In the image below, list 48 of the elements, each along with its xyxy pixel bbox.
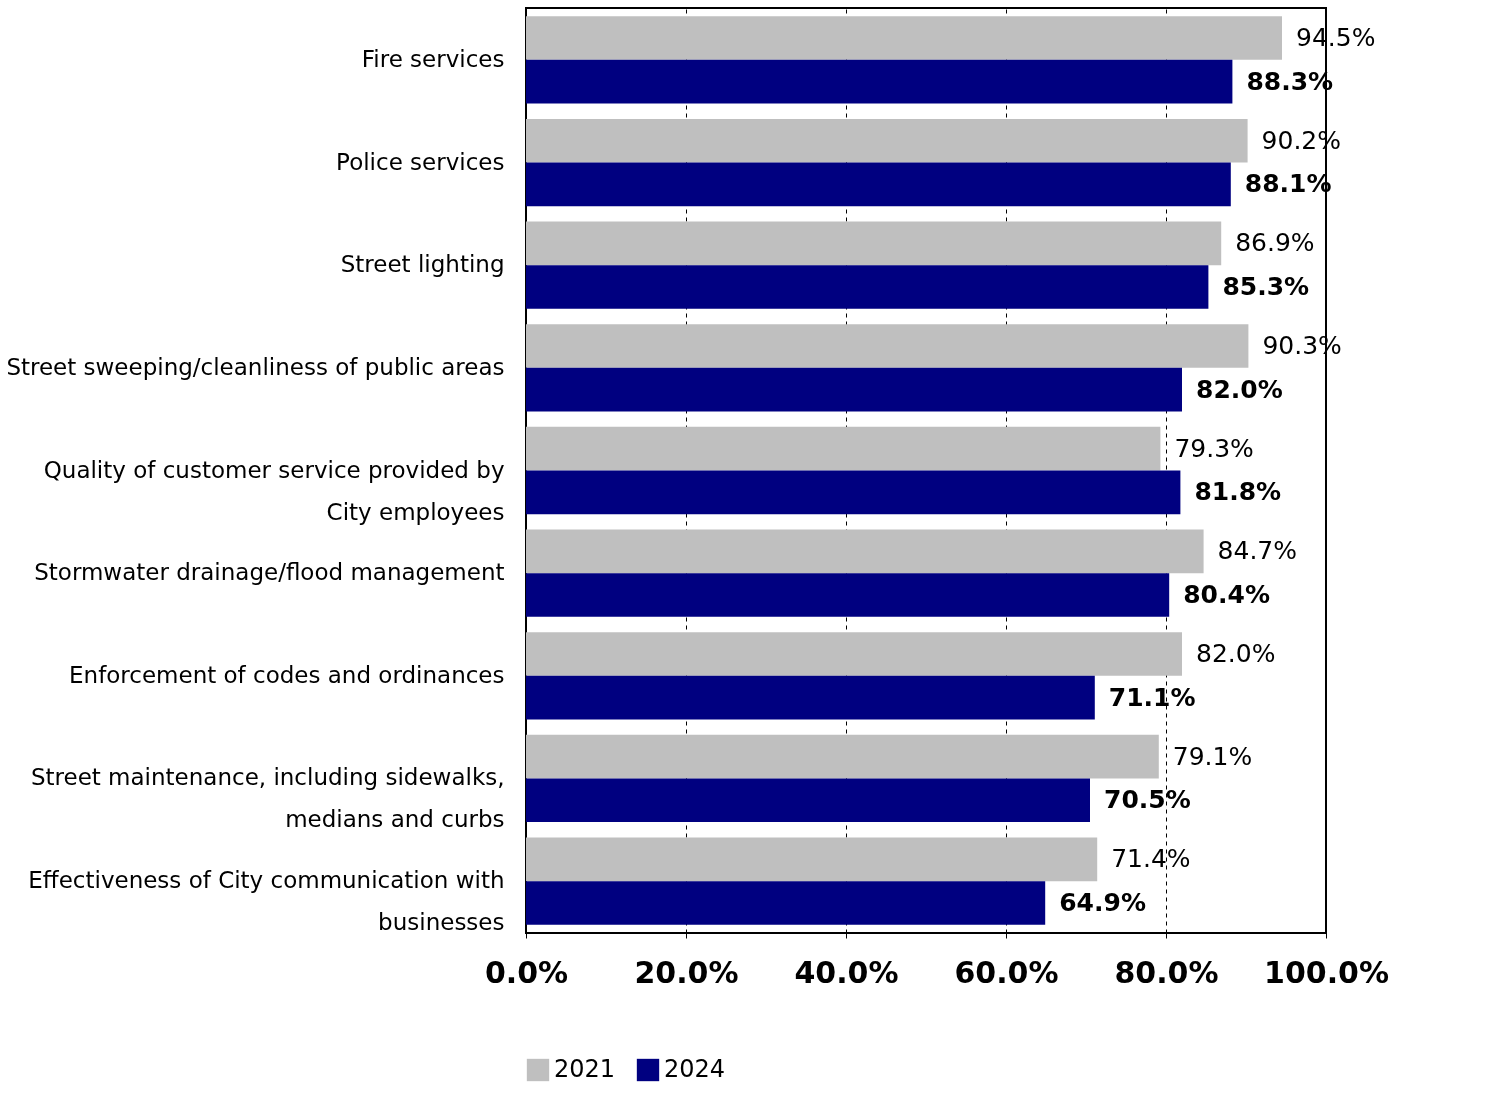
bar — [526, 837, 1098, 882]
text: 71.4% — [1111, 844, 1191, 874]
text: 79.3% — [1174, 433, 1254, 463]
bar — [526, 778, 1090, 823]
y-tick-label: Street sweeping/cleanliness of public areas — [6, 353, 505, 380]
text: 82.0% — [1196, 639, 1276, 669]
x-tick-label: 20.0% — [634, 954, 739, 990]
bar — [526, 470, 1181, 515]
bar — [526, 367, 1182, 412]
x-tick-label: 60.0% — [954, 954, 1059, 990]
bar — [526, 162, 1231, 207]
bar — [526, 675, 1095, 720]
y-tick-label: Street lighting — [340, 251, 505, 278]
bar — [526, 324, 1249, 368]
y-tick-label: Enforcement of codes and ordinances — [69, 661, 505, 688]
y-tick-label: Police services — [336, 148, 505, 175]
y-tick-label: Street maintenance, including sidewalks, medians and curbs — [30, 764, 505, 833]
bar — [526, 573, 1170, 617]
x-tick-label: 100.0% — [1264, 954, 1389, 990]
legend-label: 2021 — [554, 1055, 616, 1083]
text: 71.1% — [1108, 682, 1196, 712]
y-tick-label: Stormwater drainage/flood management — [34, 559, 505, 586]
bar — [526, 118, 1248, 163]
text: 64.9% — [1059, 887, 1146, 917]
bar — [526, 221, 1222, 266]
bar — [526, 426, 1161, 471]
bar — [526, 265, 1209, 309]
y-tick-label: Effectiveness of City communication with businesses — [28, 867, 505, 936]
text: 86.9% — [1235, 228, 1315, 258]
text: 85.3% — [1222, 271, 1310, 301]
bar — [526, 734, 1159, 779]
bar — [526, 632, 1182, 676]
x-tick-label: 40.0% — [794, 954, 899, 990]
y-tick-label: Fire services — [361, 45, 505, 72]
text: 80.4% — [1183, 579, 1270, 609]
y-tick-label: Quality of customer service provided by City employees — [43, 456, 505, 525]
text: 84.7% — [1217, 536, 1298, 566]
text: 70.5% — [1104, 785, 1191, 815]
text: 81.8% — [1194, 477, 1282, 507]
x-tick-label: 80.0% — [1114, 954, 1219, 990]
text: 82.0% — [1196, 374, 1283, 404]
bar — [526, 59, 1233, 104]
bar — [526, 529, 1204, 574]
bar — [526, 881, 1046, 925]
x-tick-label: 0.0% — [484, 954, 569, 990]
legend-label: 2024 — [664, 1055, 726, 1083]
bar — [526, 16, 1282, 60]
text: 79.1% — [1172, 741, 1253, 771]
